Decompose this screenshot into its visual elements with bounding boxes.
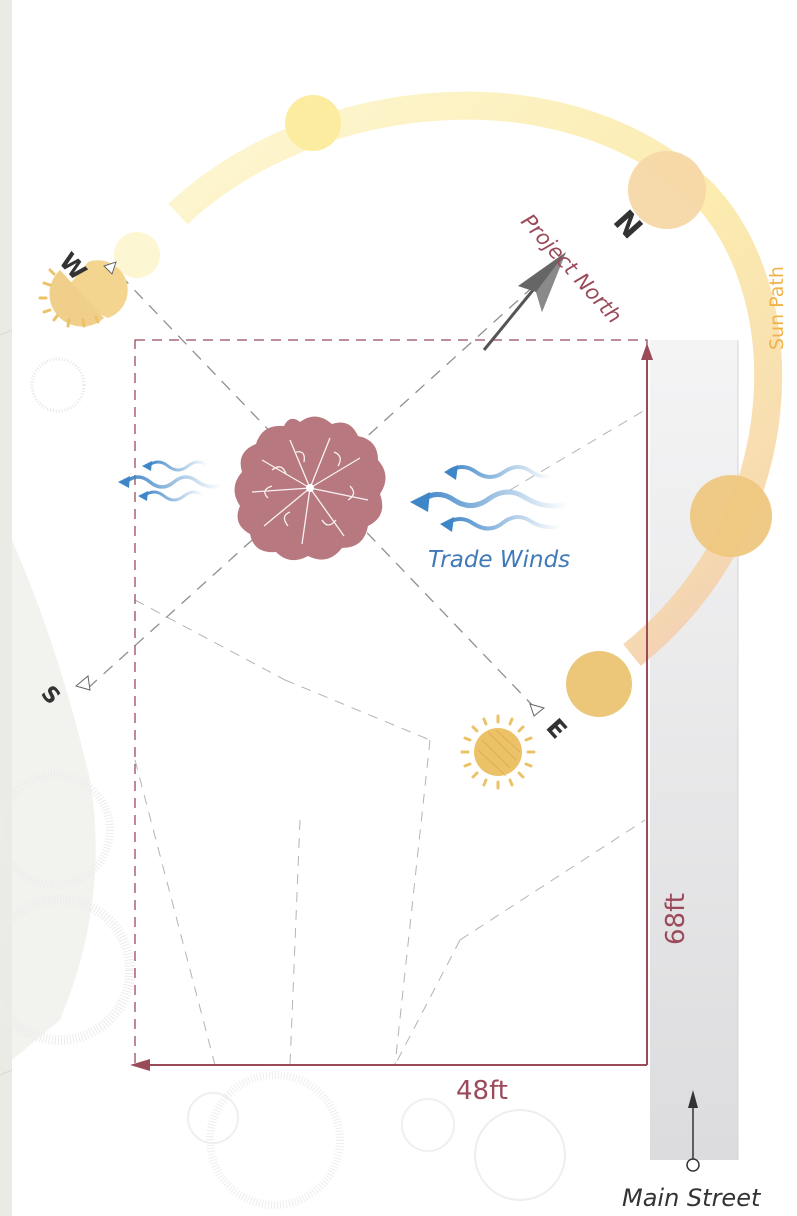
compass-east-label: E [541,713,573,744]
interior-grid-lines [134,409,646,1066]
tree-icon [234,416,386,561]
wind-icon [410,465,571,532]
main-street [650,340,739,1160]
trade-winds-label: Trade Winds [428,547,570,573]
width-dimension-label: 48ft [456,1076,508,1106]
compass-markers [74,261,546,717]
property-boundary [130,339,653,1071]
street-arrow-icon [686,1090,700,1172]
wind-icon-west [118,460,224,502]
depth-dimension-label: 68ft [661,893,691,945]
sun-path [114,91,783,717]
sun-path-label: Sun Path [766,266,788,350]
background-panel [0,0,566,1216]
sunset-icon [38,260,128,328]
main-street-label: Main Street [622,1184,762,1212]
sun-icon [460,714,536,790]
north-arrow-icon [482,252,566,351]
